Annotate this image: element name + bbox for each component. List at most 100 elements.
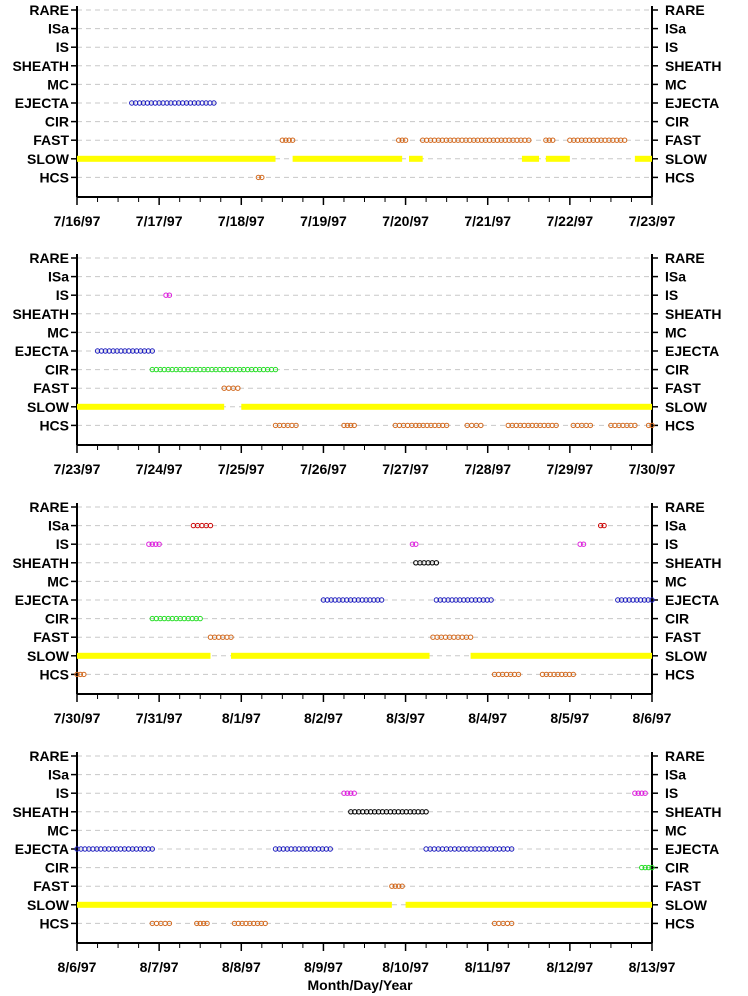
- fast-marker: [389, 883, 395, 889]
- fast-marker-group: [207, 634, 234, 640]
- category-label-right: SHEATH: [665, 804, 722, 820]
- ejecta-marker-group: [129, 100, 217, 106]
- category-label-left: CIR: [45, 611, 69, 627]
- x-tick-label: 7/23/97: [629, 213, 676, 229]
- hcs-marker: [562, 671, 569, 678]
- hcs-marker: [239, 920, 245, 927]
- x-tick-label: 8/6/97: [633, 710, 672, 726]
- is-marker: [166, 292, 173, 298]
- is-marker-group: [146, 541, 162, 547]
- hcs-marker: [341, 422, 347, 429]
- hcs-marker: [539, 671, 546, 678]
- category-label-right: IS: [665, 39, 678, 55]
- is-marker-group: [577, 541, 587, 547]
- hcs-marker: [553, 422, 559, 429]
- ejecta-marker: [355, 597, 362, 603]
- category-label-left: FAST: [33, 878, 69, 894]
- category-label-right: SHEATH: [665, 555, 722, 571]
- category-label-left: EJECTA: [15, 343, 69, 359]
- fast-marker: [279, 137, 286, 143]
- ejecta-marker-group: [423, 846, 515, 852]
- category-label-right: IS: [665, 536, 678, 552]
- hcs-marker: [649, 422, 655, 429]
- category-label-left: HCS: [39, 915, 69, 931]
- ejecta-marker: [626, 597, 632, 603]
- is-marker: [635, 790, 642, 796]
- hcs-marker: [259, 174, 265, 181]
- x-tick-label: 7/28/97: [464, 461, 511, 477]
- is-marker: [163, 292, 169, 298]
- slow-wind-bar: [470, 652, 652, 659]
- category-label-left: IS: [56, 536, 69, 552]
- x-tick-label: 7/30/97: [629, 461, 676, 477]
- hcs-marker: [247, 920, 253, 927]
- x-tick-label: 8/8/97: [222, 959, 261, 975]
- ejecta-marker: [336, 597, 342, 603]
- category-label-right: HCS: [665, 417, 695, 433]
- category-label-left: RARE: [29, 250, 69, 266]
- x-tick-label: 8/5/97: [550, 710, 589, 726]
- x-tick-label: 8/12/97: [546, 959, 593, 975]
- category-label-right: CIR: [665, 114, 689, 130]
- category-label-left: RARE: [29, 748, 69, 764]
- ejecta-marker-group: [94, 348, 155, 354]
- slow-wind-bar: [634, 155, 652, 162]
- x-tick-label: 7/19/97: [300, 213, 347, 229]
- hcs-marker: [255, 174, 262, 181]
- fast-marker-group: [543, 137, 556, 143]
- hcs-marker: [250, 920, 257, 927]
- x-tick-label: 8/10/97: [382, 959, 429, 975]
- ejecta-marker: [378, 597, 385, 603]
- category-label-right: EJECTA: [665, 343, 719, 359]
- fast-marker: [228, 634, 234, 640]
- fast-marker: [621, 137, 628, 143]
- ejecta-marker: [347, 597, 354, 603]
- x-tick-label: 7/26/97: [300, 461, 347, 477]
- category-label-right: RARE: [665, 748, 705, 764]
- category-label-left: IS: [56, 287, 69, 303]
- hcs-marker-group: [491, 671, 522, 678]
- category-label-left: HCS: [39, 169, 69, 185]
- slow-wind-bar: [231, 652, 430, 659]
- fast-marker: [235, 385, 241, 391]
- hcs-marker: [566, 671, 573, 678]
- x-tick-label: 7/22/97: [546, 213, 593, 229]
- x-tick-label: 8/3/97: [386, 710, 425, 726]
- category-label-left: ISa: [48, 518, 69, 534]
- is-marker: [577, 541, 583, 547]
- fast-marker-group: [430, 634, 474, 640]
- is-marker: [149, 541, 155, 547]
- hcs-marker: [197, 920, 203, 927]
- category-label-right: HCS: [665, 169, 695, 185]
- isa-marker: [601, 522, 607, 529]
- category-label-left: MC: [47, 324, 69, 340]
- is-marker: [156, 541, 162, 547]
- category-label-right: ISa: [665, 269, 686, 285]
- category-label-left: FAST: [33, 132, 69, 148]
- category-label-right: MC: [665, 324, 687, 340]
- hcs-marker: [344, 422, 351, 429]
- category-label-left: SHEATH: [12, 306, 69, 322]
- ejecta-marker: [641, 597, 648, 603]
- ejecta-marker: [363, 597, 369, 603]
- x-tick-label: 8/6/97: [58, 959, 97, 975]
- hcs-marker: [547, 671, 553, 678]
- category-label-left: SLOW: [27, 151, 70, 167]
- hcs-marker-group: [272, 422, 299, 429]
- category-label-left: MC: [47, 76, 69, 92]
- category-label-right: CIR: [665, 611, 689, 627]
- category-label-right: RARE: [665, 250, 705, 266]
- ejecta-marker: [649, 597, 655, 603]
- is-marker-group: [409, 541, 419, 547]
- ejecta-marker-group: [320, 597, 385, 603]
- x-tick-label: 8/7/97: [140, 959, 179, 975]
- sheath-marker-group: [348, 809, 429, 815]
- category-label-left: CIR: [45, 114, 69, 130]
- hcs-marker: [243, 920, 249, 927]
- ejecta-marker: [328, 597, 334, 603]
- category-label-left: SLOW: [27, 648, 70, 664]
- hcs-marker: [570, 671, 576, 678]
- category-label-right: EJECTA: [665, 841, 719, 857]
- hcs-marker: [254, 920, 261, 927]
